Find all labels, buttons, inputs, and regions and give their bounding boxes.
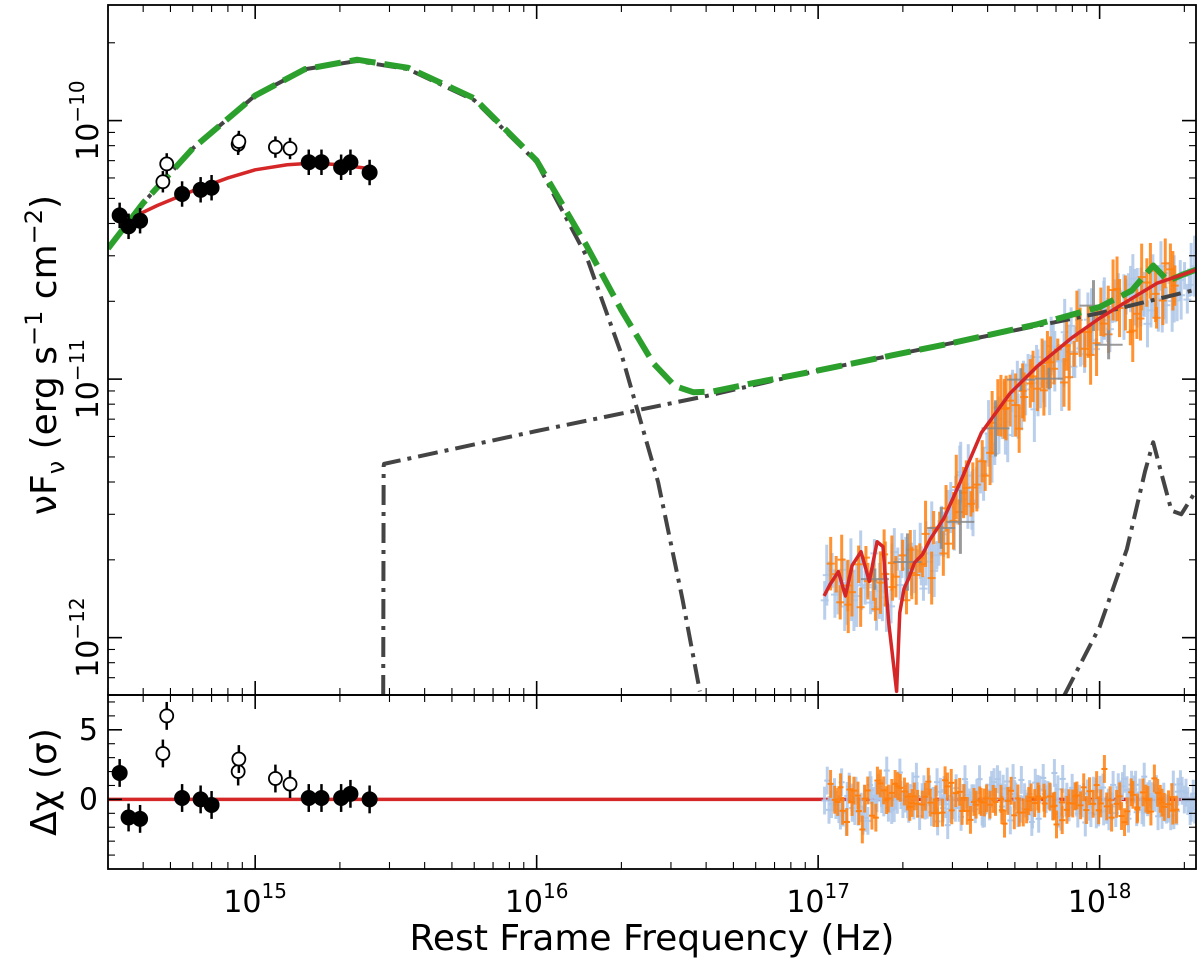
x-tick-label: 1016 bbox=[505, 879, 569, 920]
residual-optical-point-open bbox=[159, 708, 175, 724]
optical-point-open bbox=[155, 174, 171, 190]
model-curve-dashed bbox=[108, 56, 1196, 396]
x-tick-label: 1015 bbox=[223, 879, 287, 920]
y-axis-label-top: νFν (erg s−1 cm−2) bbox=[20, 195, 70, 515]
y-tick-label: 10−10 bbox=[65, 80, 106, 160]
residual-optical-point-filled bbox=[300, 790, 317, 807]
sed-panel bbox=[108, 56, 1196, 695]
residual-optical-point-filled bbox=[174, 790, 191, 807]
residual-optical-point-open bbox=[282, 776, 298, 792]
optical-point-open bbox=[159, 156, 175, 172]
residual-y-tick-label: 5 bbox=[79, 713, 98, 748]
model-curve-solid bbox=[822, 268, 1196, 694]
y-tick-label: 10−12 bbox=[65, 597, 106, 677]
optical-point-open bbox=[268, 139, 283, 155]
x-axis-label: Rest Frame Frequency (Hz) bbox=[410, 918, 895, 959]
residual-optical-point-filled bbox=[111, 764, 128, 781]
y-tick-label: 10−11 bbox=[65, 339, 106, 419]
residual-optical-point-filled bbox=[132, 810, 149, 827]
model-curve-dashdot bbox=[1062, 440, 1196, 695]
optical-point-filled bbox=[111, 207, 128, 224]
residual-panel bbox=[108, 701, 1196, 844]
axes-layer: 1015 1016 1017 1018 10−10 10−11 10−12 5 0 bbox=[65, 4, 1197, 920]
model-curve-dashdot bbox=[381, 287, 1196, 695]
optical-point-filled bbox=[132, 212, 149, 229]
optical-point-filled bbox=[342, 154, 359, 171]
optical-point-filled bbox=[174, 186, 191, 203]
optical-point-filled bbox=[361, 164, 378, 181]
residual-panel-frame bbox=[107, 694, 1197, 870]
y-axis-label-bottom: Δχ (σ) bbox=[24, 728, 65, 836]
residual-optical-point-open bbox=[268, 771, 283, 786]
residual-optical-point-filled bbox=[342, 785, 359, 802]
model-curve-solid bbox=[118, 161, 373, 226]
residual-optical-point-filled bbox=[361, 791, 378, 808]
residual-optical-point-open bbox=[155, 746, 171, 761]
x-tick-label: 1018 bbox=[1068, 879, 1132, 920]
optical-point-filled bbox=[203, 179, 220, 196]
residual-optical-point-open bbox=[231, 751, 247, 767]
residual-optical-point-filled bbox=[203, 796, 220, 813]
optical-point-open bbox=[282, 141, 298, 156]
optical-point-open bbox=[231, 134, 247, 149]
optical-point-filled bbox=[300, 154, 317, 171]
residual-y-tick-label: 0 bbox=[79, 782, 98, 817]
x-tick-label: 1017 bbox=[786, 879, 850, 920]
residual-optical-point-filled bbox=[313, 790, 330, 807]
optical-point-filled bbox=[313, 154, 330, 171]
